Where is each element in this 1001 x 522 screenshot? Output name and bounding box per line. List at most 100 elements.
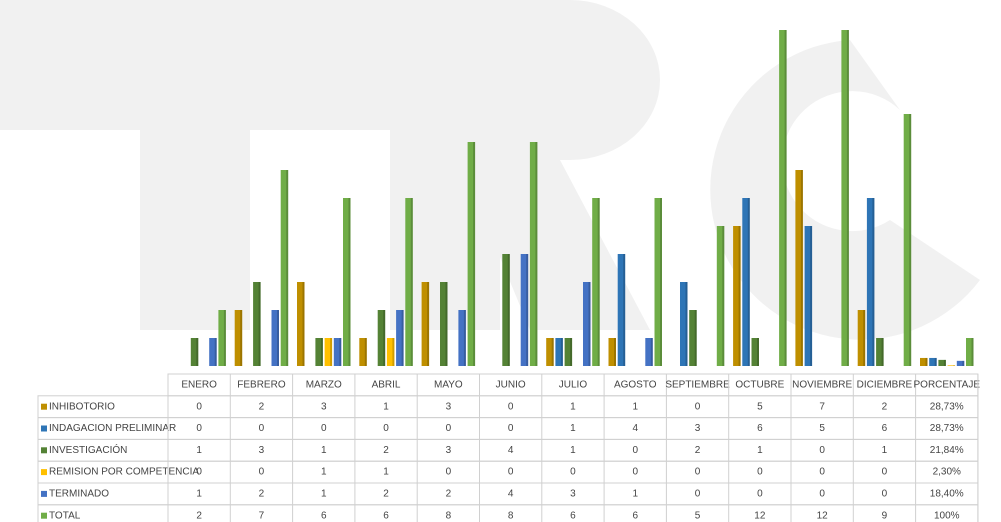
bar (716, 226, 725, 366)
table-value: 6 (882, 423, 888, 434)
bar (386, 338, 395, 366)
table-value: 0 (508, 467, 514, 478)
bar-side (800, 170, 803, 366)
bar (866, 198, 875, 366)
table-value: 0 (882, 467, 888, 478)
bar (903, 114, 912, 366)
column-header: PORCENTAJE (914, 380, 981, 391)
table-value: 12 (817, 510, 829, 521)
bar-side (364, 338, 367, 366)
row-label: REMISION POR COMPETENCIA (49, 467, 199, 478)
table-value: 0 (695, 489, 701, 500)
bar-side (784, 30, 787, 366)
table-percent: 2,30% (933, 467, 961, 478)
table-value: 1 (196, 445, 202, 456)
table-value: 0 (695, 467, 701, 478)
table-value: 2 (259, 401, 265, 412)
table-value: 2 (383, 489, 389, 500)
bar (396, 310, 404, 366)
bar (280, 170, 289, 366)
column-header: JULIO (559, 380, 588, 391)
table-percent: 28,73% (930, 423, 964, 434)
table-value: 6 (632, 510, 638, 521)
bar (502, 254, 510, 366)
table-value: 4 (508, 489, 514, 500)
table-value: 0 (446, 423, 452, 434)
column-header: ENERO (181, 380, 217, 391)
bar (377, 310, 386, 366)
bar-side (214, 338, 217, 366)
table-value: 5 (819, 423, 825, 434)
bar (405, 198, 413, 366)
bar-side (597, 198, 600, 366)
bar-side (943, 359, 946, 366)
watermark (0, 0, 980, 340)
table-value: 1 (196, 489, 202, 500)
bar-side (401, 310, 404, 366)
bar (421, 282, 430, 366)
table-value: 1 (321, 445, 327, 456)
bar-side (650, 338, 653, 366)
bar (857, 310, 866, 366)
bar (315, 338, 323, 366)
table-value: 5 (695, 510, 701, 521)
bar (440, 282, 448, 366)
bar (190, 338, 199, 366)
row-label: TERMINADO (49, 489, 109, 500)
bar-side (277, 310, 279, 366)
bar (467, 142, 476, 366)
bar (804, 226, 813, 366)
table-value: 0 (757, 467, 763, 478)
table-value: 8 (446, 510, 452, 521)
bar-side (863, 310, 866, 366)
table-value: 2 (882, 401, 888, 412)
legend-key (41, 512, 47, 519)
table-value: 1 (321, 467, 327, 478)
bar-side (881, 338, 884, 366)
table-value: 0 (508, 401, 514, 412)
row-label: INHIBOTORIO (49, 401, 115, 412)
bar (564, 338, 573, 366)
table-value: 3 (321, 401, 327, 412)
table-value: 0 (819, 467, 825, 478)
column-header: DICIEMBRE (857, 380, 913, 391)
table-value: 2 (383, 445, 389, 456)
table-value: 2 (196, 510, 202, 521)
bar-side (757, 338, 759, 366)
column-header: MARZO (306, 380, 342, 391)
bar (795, 170, 803, 366)
table-value: 0 (570, 467, 576, 478)
bar (742, 198, 750, 366)
bar (253, 282, 261, 366)
bar-side (872, 198, 875, 366)
table-value: 1 (570, 423, 576, 434)
bar (592, 198, 600, 366)
table-percent: 21,84% (930, 445, 964, 456)
table-value: 1 (632, 401, 638, 412)
table-value: 2 (446, 489, 452, 500)
legend-key (41, 490, 47, 497)
bar-side (223, 310, 226, 366)
table-value: 0 (757, 489, 763, 500)
bar-side (971, 338, 974, 366)
bar (689, 310, 697, 366)
bar-side (660, 198, 662, 366)
bar (617, 254, 626, 366)
table-value: 6 (383, 510, 389, 521)
bar-side (286, 170, 289, 366)
table-value: 0 (632, 467, 638, 478)
bar-side (535, 142, 538, 366)
bar-side (846, 30, 849, 366)
bar (733, 226, 741, 366)
table-value: 0 (196, 423, 202, 434)
table-value: 0 (196, 401, 202, 412)
bar (583, 282, 591, 366)
bar-side (560, 338, 563, 366)
table-value: 9 (882, 510, 888, 521)
table-value: 1 (383, 467, 389, 478)
table-value: 0 (321, 423, 327, 434)
table-value: 0 (259, 423, 265, 434)
bar-side (722, 226, 725, 366)
table-value: 0 (508, 423, 514, 434)
